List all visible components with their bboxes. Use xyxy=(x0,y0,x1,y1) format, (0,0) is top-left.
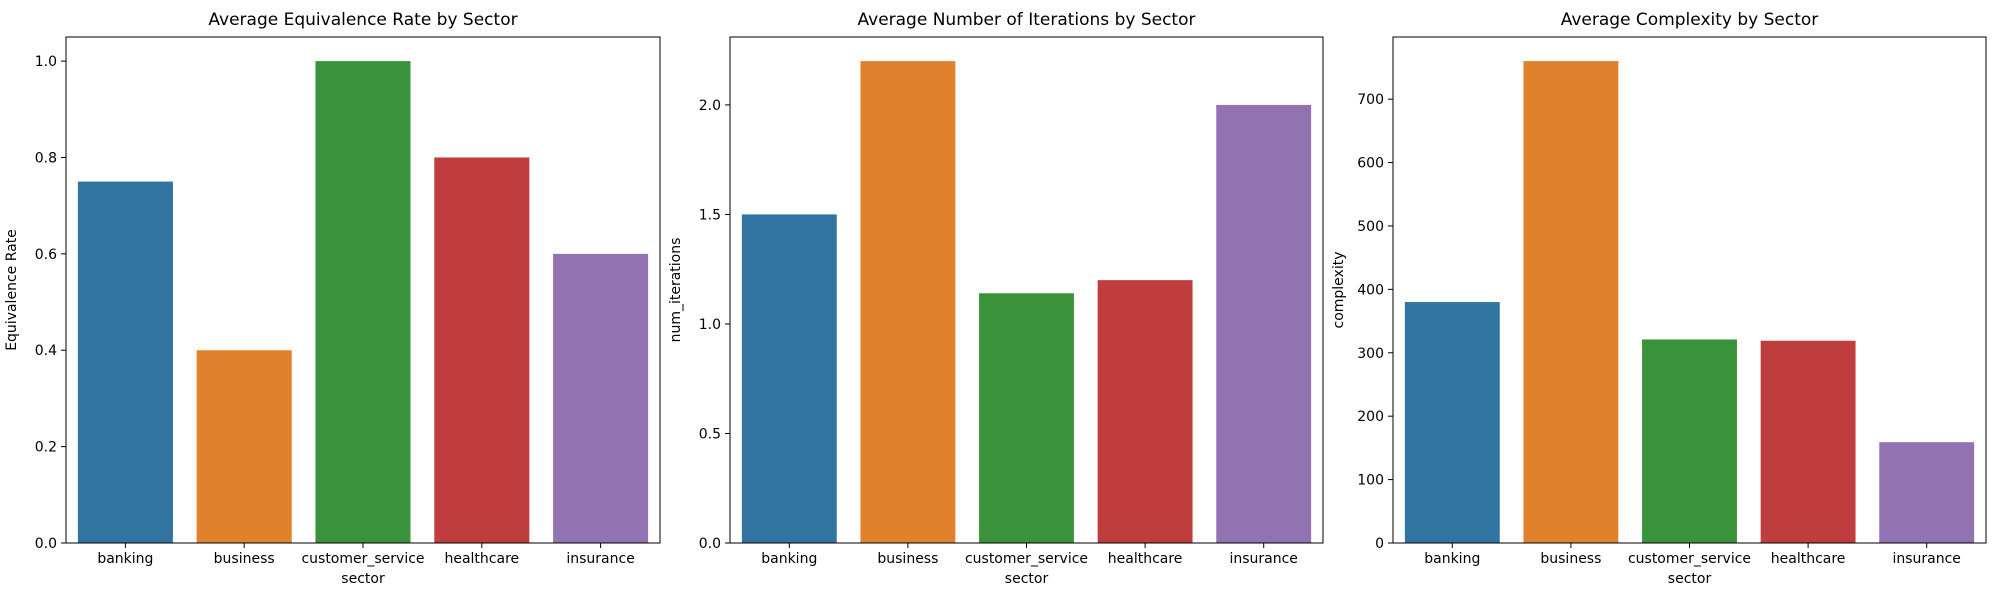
y-tick-label: 0.6 xyxy=(35,247,57,263)
bar-insurance xyxy=(1879,442,1975,543)
bar-healthcare xyxy=(1097,280,1193,543)
y-tick-label: 2.0 xyxy=(699,98,721,114)
x-tick-label: healthcare xyxy=(444,551,519,567)
x-tick-label: insurance xyxy=(1229,551,1297,567)
x-tick-label: business xyxy=(214,551,275,567)
x-axis-label: sector xyxy=(1668,571,1712,587)
x-tick-label: healthcare xyxy=(1108,551,1183,567)
y-tick-label: 1.0 xyxy=(35,54,57,70)
bar-healthcare xyxy=(1760,340,1856,543)
x-tick-label: healthcare xyxy=(1771,551,1846,567)
y-tick-label: 200 xyxy=(1357,409,1384,425)
bar-customer-service xyxy=(979,293,1074,543)
chart-iterations: Average Number of Iterations by Sector s… xyxy=(668,10,1324,587)
bar-business xyxy=(1523,61,1619,543)
bar-insurance xyxy=(1216,104,1312,544)
chart-equivalence-rate: Average Equivalence Rate by Sector secto… xyxy=(4,10,661,587)
x-tick-label: insurance xyxy=(1892,551,1960,567)
bar-healthcare xyxy=(434,157,530,543)
x-tick-label: business xyxy=(877,551,938,567)
y-tick-label: 0.0 xyxy=(35,536,57,552)
y-tick-label: 500 xyxy=(1357,219,1384,235)
bar-business xyxy=(196,350,292,543)
x-tick-label: customer_service xyxy=(965,551,1088,567)
y-tick-label: 0.5 xyxy=(699,426,721,442)
x-tick-label: customer_service xyxy=(1628,551,1751,567)
y-tick-label: 300 xyxy=(1357,346,1384,362)
y-tick-label: 1.5 xyxy=(699,207,721,223)
y-tick-label: 600 xyxy=(1357,156,1384,172)
y-axis-label: complexity xyxy=(1331,252,1347,329)
x-tick-label: insurance xyxy=(566,551,634,567)
chart-complexity: Average Complexity by Sector sector comp… xyxy=(1331,10,1987,587)
x-axis-label: sector xyxy=(341,571,385,587)
bar-business xyxy=(860,61,956,543)
y-tick-label: 400 xyxy=(1357,282,1384,298)
y-tick-label: 0.2 xyxy=(35,440,57,456)
y-axis-label: Equivalence Rate xyxy=(4,229,20,351)
y-tick-label: 0.4 xyxy=(35,343,57,359)
axes-frame xyxy=(65,36,661,544)
x-tick-label: banking xyxy=(1424,551,1480,567)
x-tick-label: business xyxy=(1540,551,1601,567)
y-axis-label: num_iterations xyxy=(668,238,684,343)
bar-banking xyxy=(1404,302,1500,543)
axes-frame xyxy=(729,36,1324,544)
x-tick-label: banking xyxy=(761,551,817,567)
chart-title: Average Equivalence Rate by Sector xyxy=(208,10,517,30)
bar-insurance xyxy=(553,253,649,543)
y-tick-label: 0.8 xyxy=(35,150,57,166)
y-tick-label: 700 xyxy=(1357,92,1384,108)
bar-customer-service xyxy=(315,61,411,543)
axes-frame xyxy=(1392,36,1987,544)
bar-banking xyxy=(741,214,837,543)
y-tick-label: 0 xyxy=(1375,536,1384,552)
y-tick-label: 1.0 xyxy=(699,317,721,333)
chart-title: Average Complexity by Sector xyxy=(1561,10,1819,30)
bar-customer-service xyxy=(1642,339,1737,543)
x-axis-label: sector xyxy=(1005,571,1049,587)
x-tick-label: customer_service xyxy=(301,551,424,567)
x-tick-label: banking xyxy=(97,551,153,567)
y-tick-label: 0.0 xyxy=(699,536,721,552)
chart-title: Average Number of Iterations by Sector xyxy=(858,10,1196,30)
bar-banking xyxy=(77,181,173,544)
y-tick-label: 100 xyxy=(1357,473,1384,489)
